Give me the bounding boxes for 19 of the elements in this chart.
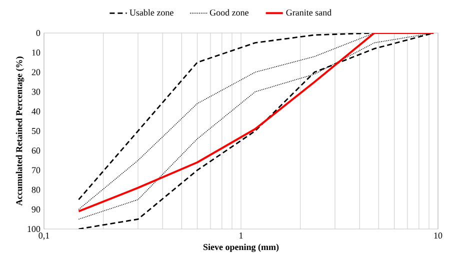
y-tick-label: 50 — [32, 128, 40, 134]
x-tick-label: 0,1 — [38, 232, 50, 240]
y-tick-label: 90 — [32, 206, 40, 212]
y-tick-label: 30 — [32, 88, 40, 95]
legend-label: Usable zone — [130, 9, 174, 16]
y-tick-label: 60 — [32, 148, 40, 154]
x-tick-label: 10 — [434, 232, 442, 239]
y-tick-label: 20 — [32, 69, 40, 76]
x-tick-label: 1 — [240, 232, 243, 238]
y-axis-title: Accumulated Retained Percentage (%) — [16, 56, 24, 206]
legend-label: Granite sand — [286, 9, 332, 16]
y-tick-label: 10 — [32, 50, 40, 56]
y-tick-label: 70 — [32, 167, 40, 174]
x-axis-title: Sieve opening (mm) — [203, 244, 279, 252]
legend-label: Good zone — [210, 9, 248, 16]
y-tick-label: 40 — [32, 108, 40, 114]
y-tick-label: 100 — [28, 226, 40, 232]
y-tick-label: 80 — [32, 186, 40, 193]
y-tick-label: 0 — [36, 30, 40, 36]
